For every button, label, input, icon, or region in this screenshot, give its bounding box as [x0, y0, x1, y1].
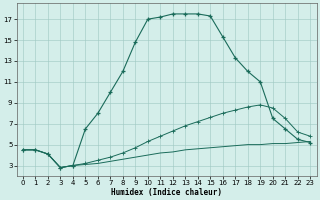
X-axis label: Humidex (Indice chaleur): Humidex (Indice chaleur): [111, 188, 222, 197]
